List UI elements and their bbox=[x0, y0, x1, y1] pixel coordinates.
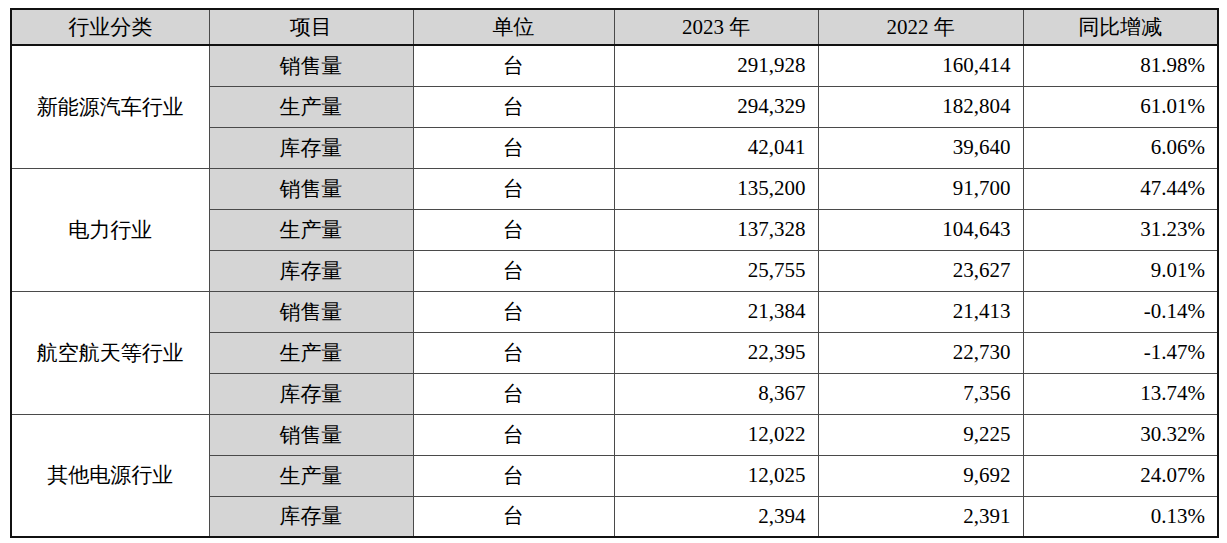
yoy-change-cell: 81.98% bbox=[1023, 45, 1218, 86]
value-2023-cell: 21,384 bbox=[614, 291, 818, 332]
value-2022-cell: 21,413 bbox=[818, 291, 1023, 332]
table-row: 其他电源行业销售量台12,0229,22530.32% bbox=[11, 414, 1218, 455]
yoy-change-cell: -0.14% bbox=[1023, 291, 1218, 332]
yoy-change-cell: 0.13% bbox=[1023, 496, 1218, 537]
column-header: 2023 年 bbox=[614, 9, 818, 45]
yoy-change-cell: 30.32% bbox=[1023, 414, 1218, 455]
unit-cell: 台 bbox=[413, 496, 614, 537]
item-cell: 生产量 bbox=[209, 332, 413, 373]
item-cell: 销售量 bbox=[209, 291, 413, 332]
item-cell: 销售量 bbox=[209, 168, 413, 209]
item-cell: 库存量 bbox=[209, 250, 413, 291]
table-row: 新能源汽车行业销售量台291,928160,41481.98% bbox=[11, 45, 1218, 86]
column-header: 单位 bbox=[413, 9, 614, 45]
item-cell: 库存量 bbox=[209, 496, 413, 537]
value-2023-cell: 12,025 bbox=[614, 455, 818, 496]
value-2022-cell: 9,692 bbox=[818, 455, 1023, 496]
value-2023-cell: 25,755 bbox=[614, 250, 818, 291]
unit-cell: 台 bbox=[413, 373, 614, 414]
unit-cell: 台 bbox=[413, 291, 614, 332]
document-page: 行业分类项目单位2023 年2022 年同比增减 新能源汽车行业销售量台291,… bbox=[0, 0, 1227, 543]
unit-cell: 台 bbox=[413, 45, 614, 86]
table-row: 电力行业销售量台135,20091,70047.44% bbox=[11, 168, 1218, 209]
unit-cell: 台 bbox=[413, 168, 614, 209]
value-2023-cell: 42,041 bbox=[614, 127, 818, 168]
column-header: 行业分类 bbox=[11, 9, 209, 45]
unit-cell: 台 bbox=[413, 250, 614, 291]
unit-cell: 台 bbox=[413, 455, 614, 496]
industry-cell: 其他电源行业 bbox=[11, 414, 209, 537]
value-2023-cell: 8,367 bbox=[614, 373, 818, 414]
value-2022-cell: 39,640 bbox=[818, 127, 1023, 168]
column-header: 2022 年 bbox=[818, 9, 1023, 45]
unit-cell: 台 bbox=[413, 209, 614, 250]
value-2023-cell: 22,395 bbox=[614, 332, 818, 373]
unit-cell: 台 bbox=[413, 86, 614, 127]
industry-cell: 新能源汽车行业 bbox=[11, 45, 209, 168]
table-row: 航空航天等行业销售量台21,38421,413-0.14% bbox=[11, 291, 1218, 332]
header-row: 行业分类项目单位2023 年2022 年同比增减 bbox=[11, 9, 1218, 45]
item-cell: 销售量 bbox=[209, 45, 413, 86]
value-2023-cell: 291,928 bbox=[614, 45, 818, 86]
item-cell: 生产量 bbox=[209, 86, 413, 127]
unit-cell: 台 bbox=[413, 414, 614, 455]
item-cell: 生产量 bbox=[209, 455, 413, 496]
value-2023-cell: 135,200 bbox=[614, 168, 818, 209]
value-2022-cell: 9,225 bbox=[818, 414, 1023, 455]
yoy-change-cell: 31.23% bbox=[1023, 209, 1218, 250]
column-header: 项目 bbox=[209, 9, 413, 45]
yoy-change-cell: 47.44% bbox=[1023, 168, 1218, 209]
value-2022-cell: 160,414 bbox=[818, 45, 1023, 86]
table-body: 新能源汽车行业销售量台291,928160,41481.98%生产量台294,3… bbox=[11, 45, 1218, 537]
value-2022-cell: 182,804 bbox=[818, 86, 1023, 127]
yoy-change-cell: 61.01% bbox=[1023, 86, 1218, 127]
yoy-change-cell: 24.07% bbox=[1023, 455, 1218, 496]
value-2022-cell: 2,391 bbox=[818, 496, 1023, 537]
yoy-change-cell: 6.06% bbox=[1023, 127, 1218, 168]
value-2023-cell: 2,394 bbox=[614, 496, 818, 537]
unit-cell: 台 bbox=[413, 127, 614, 168]
value-2023-cell: 294,329 bbox=[614, 86, 818, 127]
yoy-change-cell: 9.01% bbox=[1023, 250, 1218, 291]
item-cell: 库存量 bbox=[209, 373, 413, 414]
industry-cell: 航空航天等行业 bbox=[11, 291, 209, 414]
unit-cell: 台 bbox=[413, 332, 614, 373]
value-2023-cell: 137,328 bbox=[614, 209, 818, 250]
yoy-change-cell: 13.74% bbox=[1023, 373, 1218, 414]
item-cell: 销售量 bbox=[209, 414, 413, 455]
item-cell: 生产量 bbox=[209, 209, 413, 250]
value-2023-cell: 12,022 bbox=[614, 414, 818, 455]
value-2022-cell: 22,730 bbox=[818, 332, 1023, 373]
value-2022-cell: 23,627 bbox=[818, 250, 1023, 291]
value-2022-cell: 91,700 bbox=[818, 168, 1023, 209]
column-header: 同比增减 bbox=[1023, 9, 1218, 45]
value-2022-cell: 104,643 bbox=[818, 209, 1023, 250]
item-cell: 库存量 bbox=[209, 127, 413, 168]
industry-production-sales-table: 行业分类项目单位2023 年2022 年同比增减 新能源汽车行业销售量台291,… bbox=[10, 8, 1219, 538]
value-2022-cell: 7,356 bbox=[818, 373, 1023, 414]
industry-cell: 电力行业 bbox=[11, 168, 209, 291]
yoy-change-cell: -1.47% bbox=[1023, 332, 1218, 373]
